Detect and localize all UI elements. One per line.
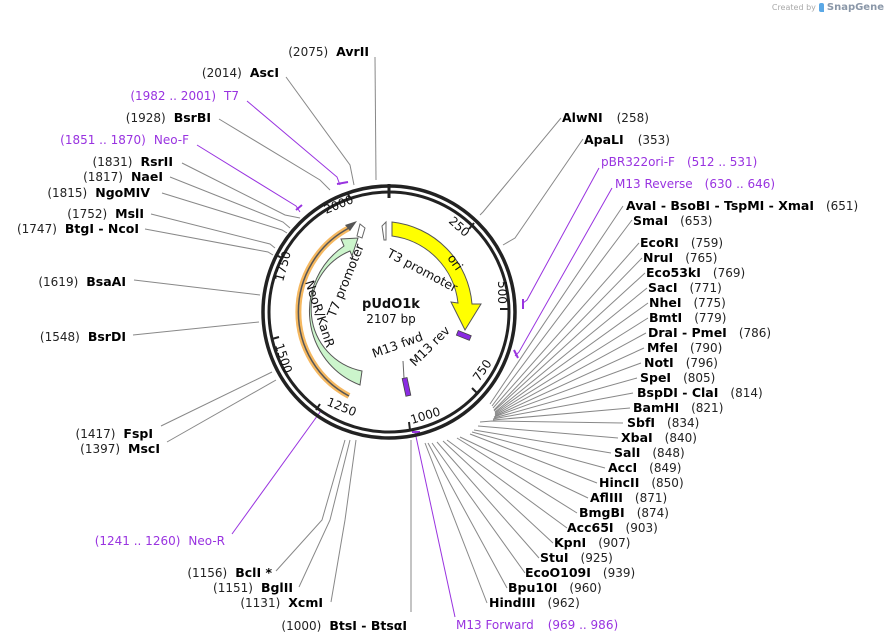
enzyme-label[interactable]: HindIII (962): [489, 595, 580, 610]
primer-label[interactable]: (1851 .. 1870) Neo-F: [60, 133, 189, 147]
primer-labels: (1982 .. 2001) T7 (1851 .. 1870) Neo-F pBR…: [60, 89, 775, 632]
enzyme-label[interactable]: (1928) BsrBI: [126, 110, 211, 125]
primer-label[interactable]: M13 Forward (969 .. 986): [456, 618, 618, 632]
feature-m13-fwd[interactable]: [401, 377, 412, 397]
feature-ori[interactable]: [391, 221, 482, 332]
enzyme-label[interactable]: (1417) FspI: [76, 426, 153, 441]
enzyme-label[interactable]: HincII (850): [599, 475, 684, 490]
enzyme-label[interactable]: ApaLI (353): [584, 132, 670, 147]
feature-t3-promoter[interactable]: [381, 220, 387, 241]
enzymes-left: (2075) AvrII (2014) AscI (1928) BsrBI (1831…: [17, 44, 407, 633]
enzyme-label[interactable]: Eco53kI (769): [646, 265, 745, 280]
enzyme-label[interactable]: StuI (925): [540, 550, 613, 565]
m13-fwd-tail: [402, 360, 405, 379]
enzyme-label[interactable]: NruI (765): [643, 250, 717, 265]
plasmid-size: 2107 bp: [366, 312, 416, 326]
plasmid-name: pUdO1k: [362, 297, 420, 312]
snapgene-logo-icon: [818, 3, 824, 12]
feature-neor-kanr[interactable]: [308, 237, 363, 386]
enzyme-label[interactable]: SacI (771): [648, 280, 722, 295]
neo-orf-arc-inner: [297, 227, 350, 397]
leader-lines-right: [424, 117, 649, 604]
enzyme-label[interactable]: NheI (775): [649, 295, 726, 310]
feature-t7-promoter[interactable]: [356, 223, 366, 239]
enzymes-right: AlwNI (258) ApaLI (353) AvaI - BsoBI - Tsp…: [489, 110, 858, 610]
enzyme-label[interactable]: (2075) AvrII: [288, 44, 369, 59]
neo-orf-arrowhead: [345, 221, 357, 231]
enzyme-label[interactable]: EcoO109I (939): [525, 565, 635, 580]
enzyme-label[interactable]: (1619) BsaAI: [38, 274, 126, 289]
enzyme-label[interactable]: Bpu10I (960): [508, 580, 602, 595]
primer-leaders: [196, 100, 613, 618]
enzyme-label[interactable]: BmgBI (874): [579, 505, 669, 520]
enzyme-label[interactable]: (1831) RsrII: [93, 154, 173, 169]
primer-label[interactable]: (1241 .. 1260) Neo-R: [95, 534, 225, 548]
feature-m13-rev[interactable]: [455, 330, 472, 341]
credit-prefix: Created by: [771, 3, 816, 12]
enzyme-label[interactable]: Acc65I (903): [567, 520, 658, 535]
enzyme-label[interactable]: XbaI (840): [621, 430, 697, 445]
enzyme-label[interactable]: SbfI (834): [627, 415, 699, 430]
credit-brand: SnapGene: [826, 2, 884, 13]
position-ticks: [271, 192, 508, 431]
snapgene-credit: Created by SnapGene: [772, 2, 884, 13]
enzyme-label[interactable]: MfeI (790): [647, 340, 722, 355]
primer-label[interactable]: (1982 .. 2001) T7: [130, 89, 239, 103]
enzyme-label[interactable]: KpnI (907): [554, 535, 630, 550]
primer-label[interactable]: M13 Reverse (630 .. 646): [615, 177, 775, 191]
enzyme-label[interactable]: BspDI - ClaI (814): [637, 385, 763, 400]
enzyme-label[interactable]: (1000) BtsI - BtsαI: [281, 618, 407, 633]
enzyme-label[interactable]: (1397) MscI: [80, 441, 160, 456]
enzyme-label[interactable]: (1815) NgoMIV: [47, 185, 150, 200]
enzyme-label[interactable]: BmtI (779): [649, 310, 726, 325]
enzyme-label[interactable]: AflIII (871): [590, 490, 667, 505]
enzyme-label[interactable]: (1131) XcmI: [240, 595, 323, 610]
enzyme-label[interactable]: DraI - PmeI (786): [648, 325, 771, 340]
enzyme-label[interactable]: NotI (796): [644, 355, 718, 370]
enzyme-label[interactable]: EcoRI (759): [640, 235, 723, 250]
primer-label[interactable]: pBR322ori-F (512 .. 531): [601, 155, 757, 169]
enzyme-label[interactable]: (1156) BclI *: [187, 565, 272, 580]
enzyme-label[interactable]: (1548) BsrDI: [40, 329, 126, 344]
tick-label: 500: [495, 281, 509, 304]
enzyme-label[interactable]: SmaI (653): [633, 213, 712, 228]
enzyme-label[interactable]: (1752) MslI: [67, 206, 144, 221]
enzyme-label[interactable]: AlwNI (258): [562, 110, 649, 125]
enzyme-label[interactable]: AvaI - BsoBI - TspMI - XmaI (651): [626, 198, 858, 213]
enzyme-label[interactable]: (1747) BtgI - NcoI: [17, 221, 139, 236]
enzyme-label[interactable]: (1151) BglII: [213, 580, 293, 595]
leader-lines-left: [132, 56, 412, 612]
enzyme-label[interactable]: AccI (849): [608, 460, 681, 475]
enzyme-label[interactable]: SalI (848): [614, 445, 685, 460]
enzyme-label[interactable]: SpeI (805): [640, 370, 715, 385]
enzyme-label[interactable]: (1817) NaeI: [83, 169, 163, 184]
enzyme-label[interactable]: (2014) AscI: [202, 65, 279, 80]
enzyme-label[interactable]: BamHI (821): [633, 400, 723, 415]
